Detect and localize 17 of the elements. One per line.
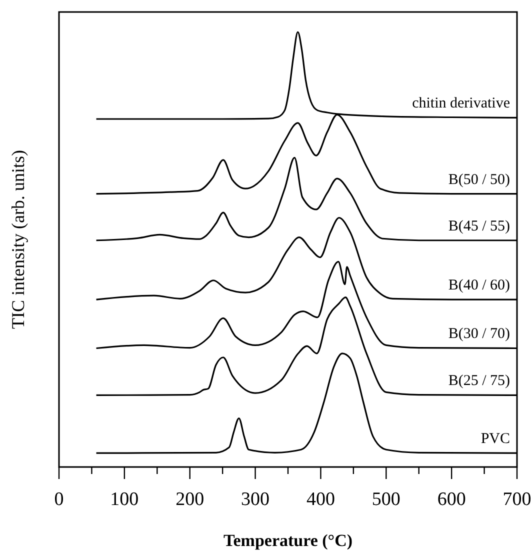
series-label: B(50 / 50) [448,172,510,188]
x-tick-label: 700 [502,489,532,510]
y-axis-title: TIC intensity (arb. units) [8,150,28,329]
series-label: B(40 / 60) [448,278,510,294]
series-label: B(30 / 70) [448,326,510,342]
x-tick-label: 200 [176,489,204,510]
x-tick-label: 600 [437,489,466,510]
series-label: B(25 / 75) [448,373,510,390]
x-tick-label: 400 [306,489,335,510]
x-axis-title: Temperature (°C) [223,531,353,550]
series-label: chitin derivative [412,96,510,112]
series-label: B(45 / 55) [448,218,510,234]
x-tick-label: 0 [54,489,64,510]
series-label: PVC [480,431,510,448]
x-tick-label: 100 [110,489,139,510]
x-tick-label: 500 [372,489,400,510]
x-tick-label: 300 [241,489,270,510]
